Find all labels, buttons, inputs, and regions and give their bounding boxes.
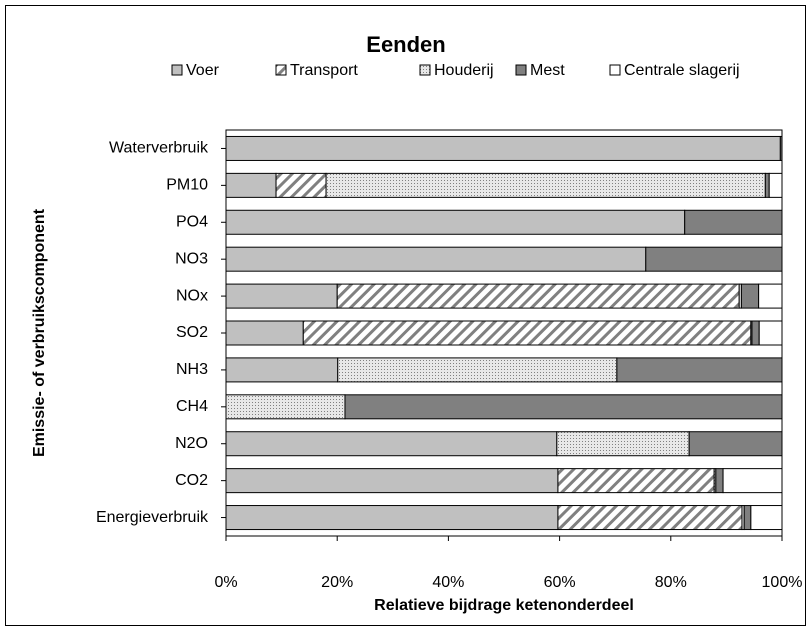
bar-segment — [684, 209, 783, 235]
x-tick-label: 80% — [655, 574, 687, 591]
chart-title: Eenden — [366, 32, 445, 57]
bar-segment — [764, 172, 770, 198]
y-tick-label: NO3 — [175, 250, 208, 267]
bar-segment — [722, 468, 783, 494]
bar-segment — [743, 505, 752, 531]
legend-label: Voer — [186, 62, 220, 79]
bar-segment — [275, 172, 327, 198]
legend-label: Houderij — [434, 62, 494, 79]
legend-label: Transport — [290, 62, 358, 79]
y-tick-label: NH3 — [176, 361, 208, 378]
bar-segment — [715, 468, 724, 494]
bar-segment — [225, 209, 686, 235]
bar-segment — [225, 135, 781, 161]
legend-swatch — [609, 64, 621, 76]
bar-segment — [344, 394, 783, 420]
x-axis-title: Relatieve bijdrage ketenonderdeel — [374, 597, 634, 614]
y-tick-label: N2O — [175, 435, 208, 452]
x-tick-label: 0% — [214, 574, 237, 591]
y-tick-label: Waterverbruik — [109, 140, 209, 157]
y-tick-label: PM10 — [166, 177, 208, 194]
bar-segment — [225, 505, 559, 531]
bar-segment — [750, 505, 783, 531]
bar-segment — [336, 283, 740, 309]
legend-swatch — [419, 64, 431, 76]
bar-segment — [645, 246, 783, 272]
bar-segment — [557, 468, 715, 494]
x-tick-label: 40% — [432, 574, 464, 591]
x-tick-label: 20% — [321, 574, 353, 591]
y-tick-label: CH4 — [176, 398, 208, 415]
y-tick-label: Energieverbruik — [96, 509, 209, 526]
y-tick-label: PO4 — [176, 213, 208, 230]
bar-segment — [751, 320, 760, 346]
bar-segment — [302, 320, 752, 346]
bar-segment — [225, 431, 558, 457]
bar-segment — [688, 431, 783, 457]
bar-segment — [225, 468, 559, 494]
bar-segment — [758, 320, 783, 346]
bar-segment — [768, 172, 783, 198]
bar-segment — [740, 283, 760, 309]
legend-label: Centrale slagerij — [624, 62, 740, 79]
y-axis-title: Emissie- of verbruikscomponent — [31, 208, 48, 457]
bar-segment — [556, 431, 690, 457]
y-tick-label: NOx — [176, 287, 208, 304]
bar-segment — [758, 283, 783, 309]
bar-segment — [225, 246, 647, 272]
y-tick-label: CO2 — [175, 472, 208, 489]
bar-segment — [225, 394, 346, 420]
bar-segment — [325, 172, 766, 198]
bar-segment — [337, 357, 618, 383]
x-tick-label: 60% — [544, 574, 576, 591]
bar-segment — [779, 135, 783, 161]
bar-segment — [225, 357, 339, 383]
bar-segment — [557, 505, 743, 531]
y-tick-label: SO2 — [176, 324, 208, 341]
legend-swatch — [275, 64, 287, 76]
x-tick-label: 100% — [762, 574, 803, 591]
legend-swatch — [515, 64, 527, 76]
legend-swatch — [171, 64, 183, 76]
bar-segment — [225, 320, 304, 346]
bar-segment — [616, 357, 783, 383]
legend-label: Mest — [530, 62, 565, 79]
bar-segment — [225, 283, 338, 309]
bar-segment — [225, 172, 277, 198]
